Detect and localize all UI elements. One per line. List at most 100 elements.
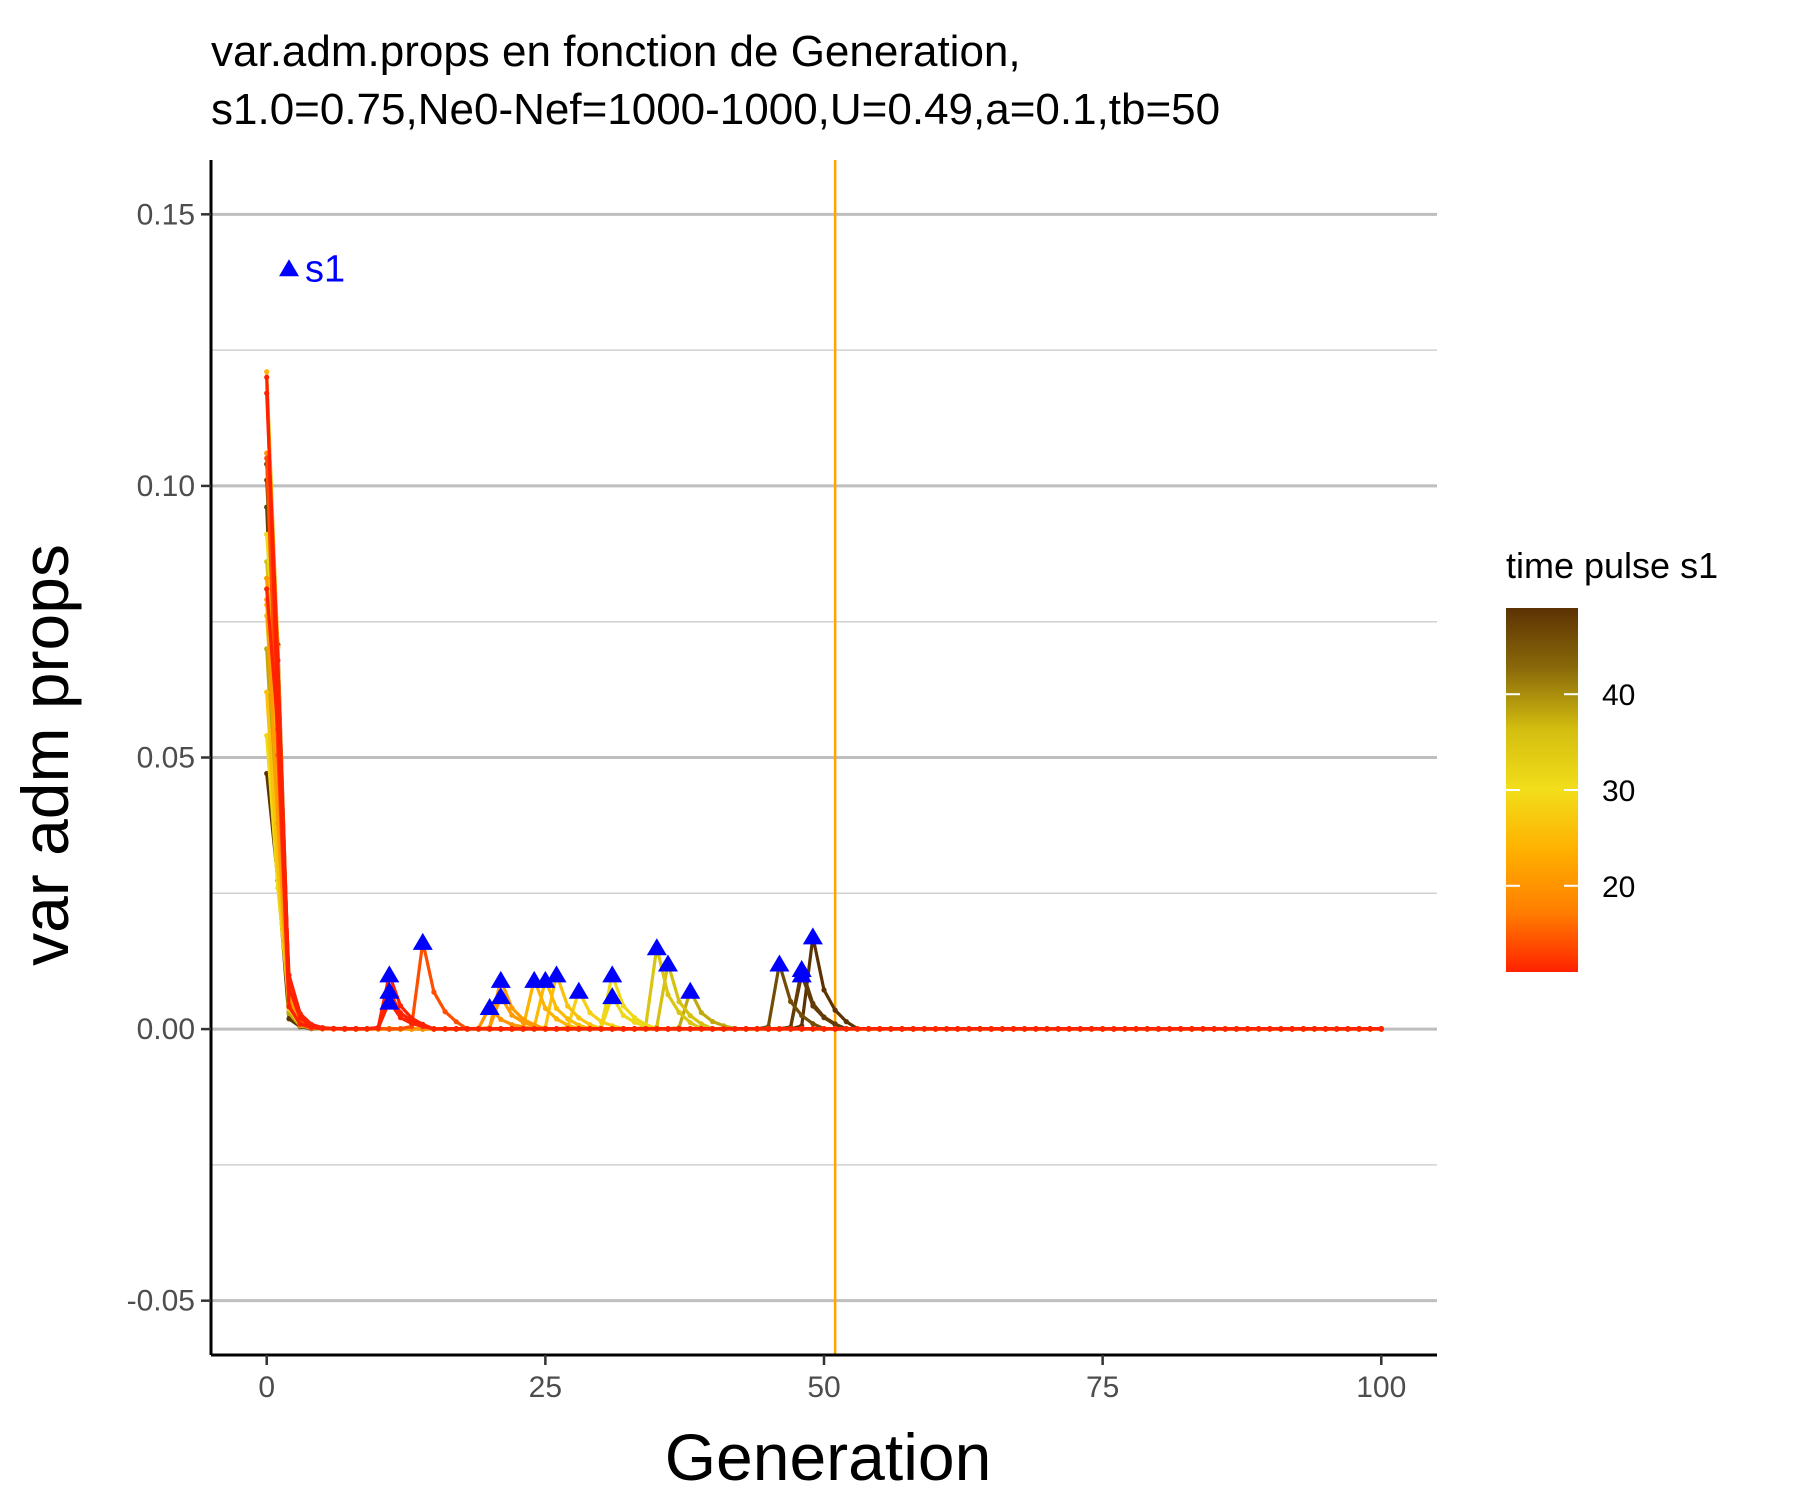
series-line: [265, 578, 1382, 1031]
series-point: [587, 1022, 593, 1028]
series-point: [866, 1026, 872, 1032]
series-point: [1244, 1026, 1251, 1032]
x-tick-label: 0: [258, 1371, 275, 1404]
series-point: [587, 1026, 593, 1032]
series-point: [308, 1024, 314, 1030]
series-point: [542, 1026, 549, 1032]
series-point: [553, 1016, 560, 1022]
series-point: [687, 1026, 693, 1032]
series-line: [265, 588, 1382, 1031]
legend-title: time pulse s1: [1506, 545, 1718, 586]
series-point: [364, 1026, 370, 1032]
peak-marker: [568, 981, 589, 999]
series-line: [265, 561, 1382, 1031]
series-point: [498, 1016, 504, 1023]
peak-marker: [479, 998, 500, 1016]
x-tick-label: 50: [807, 1371, 840, 1404]
series-point: [431, 1026, 437, 1032]
series-line: [265, 377, 1382, 1031]
series-point: [264, 586, 270, 592]
series-point: [676, 1009, 682, 1016]
chart-title-line1: var.adm.props en fonction de Generation,: [211, 27, 1021, 76]
series-point: [1144, 1026, 1150, 1032]
series-point: [1088, 1026, 1095, 1032]
series-point: [286, 1016, 292, 1022]
series-points: [264, 646, 1384, 1032]
x-tick-label: 100: [1356, 1371, 1406, 1404]
series-point: [1055, 1026, 1061, 1032]
series-point: [821, 1015, 827, 1021]
series-point: [1155, 1026, 1161, 1032]
series-point: [698, 1010, 705, 1016]
series-point: [598, 1026, 604, 1032]
series-point: [698, 1026, 705, 1032]
series-point: [275, 726, 281, 733]
series-point: [353, 1026, 359, 1032]
series-point: [264, 575, 270, 581]
annotation-layer: s1: [279, 249, 345, 291]
series-point: [1322, 1026, 1329, 1032]
series-point: [754, 1026, 760, 1032]
series-point: [420, 1023, 426, 1029]
series-point: [810, 1021, 816, 1027]
series-point: [687, 1020, 693, 1026]
axes-layer: -0.05 0.00 0.05 0.10 0.15 0 25 50 75 100: [127, 160, 1437, 1404]
series-point: [843, 1026, 849, 1032]
peak-marker: [412, 932, 433, 950]
series-point: [788, 1026, 794, 1032]
series-point: [1278, 1026, 1284, 1032]
series-point: [1033, 1026, 1039, 1032]
series-point: [821, 1026, 827, 1032]
series-point: [1311, 1026, 1317, 1032]
series-point: [1267, 1026, 1273, 1032]
series-point: [932, 1026, 939, 1032]
y-tick-label: -0.05: [127, 1285, 195, 1318]
series-points: [264, 575, 1384, 1032]
series-point: [453, 1026, 459, 1032]
series-point: [1233, 1026, 1239, 1032]
series-line: [265, 648, 1382, 1031]
y-tick-label: 0.15: [137, 198, 195, 231]
series-point: [509, 1012, 515, 1018]
series-point: [709, 1018, 716, 1025]
y-tick-label: 0.05: [137, 742, 195, 775]
series-point: [1367, 1026, 1373, 1032]
series-point: [765, 1026, 771, 1032]
series-point: [944, 1026, 950, 1032]
series-line: [265, 393, 1382, 1031]
series-point: [1100, 1026, 1106, 1032]
series-line: [265, 578, 1382, 1031]
series-point: [1345, 1026, 1351, 1032]
marker-layer: [379, 927, 823, 1016]
series-point: [509, 1026, 515, 1032]
series-point: [1077, 1026, 1083, 1032]
series-point: [631, 1015, 638, 1021]
series-point: [542, 1005, 549, 1012]
legend: time pulse s1 20 30 40: [1506, 545, 1718, 972]
series-point: [721, 1026, 727, 1032]
series-point: [810, 1003, 816, 1009]
series-point: [342, 1026, 348, 1032]
series-point: [776, 1026, 783, 1032]
series-line: [265, 691, 1382, 1031]
peak-marker: [646, 938, 667, 956]
series-line: [265, 464, 1382, 1031]
peak-marker: [379, 965, 400, 983]
legend-tick-label: 30: [1602, 775, 1635, 808]
series-points: [264, 450, 1384, 1032]
series-point: [854, 1026, 861, 1032]
y-tick-label: 0.00: [137, 1013, 195, 1046]
series-line: [265, 453, 1382, 1031]
series-point: [665, 992, 671, 998]
series-point: [643, 1026, 649, 1032]
series-point: [977, 1026, 983, 1032]
series-point: [498, 1026, 504, 1032]
series-point: [553, 1005, 560, 1012]
grid-layer: [211, 212, 1437, 1303]
series-line: [265, 615, 1382, 1031]
series-point: [397, 1015, 404, 1021]
series-point: [1133, 1026, 1139, 1032]
series-points: [264, 586, 1384, 1032]
series-line: [265, 371, 1382, 1031]
